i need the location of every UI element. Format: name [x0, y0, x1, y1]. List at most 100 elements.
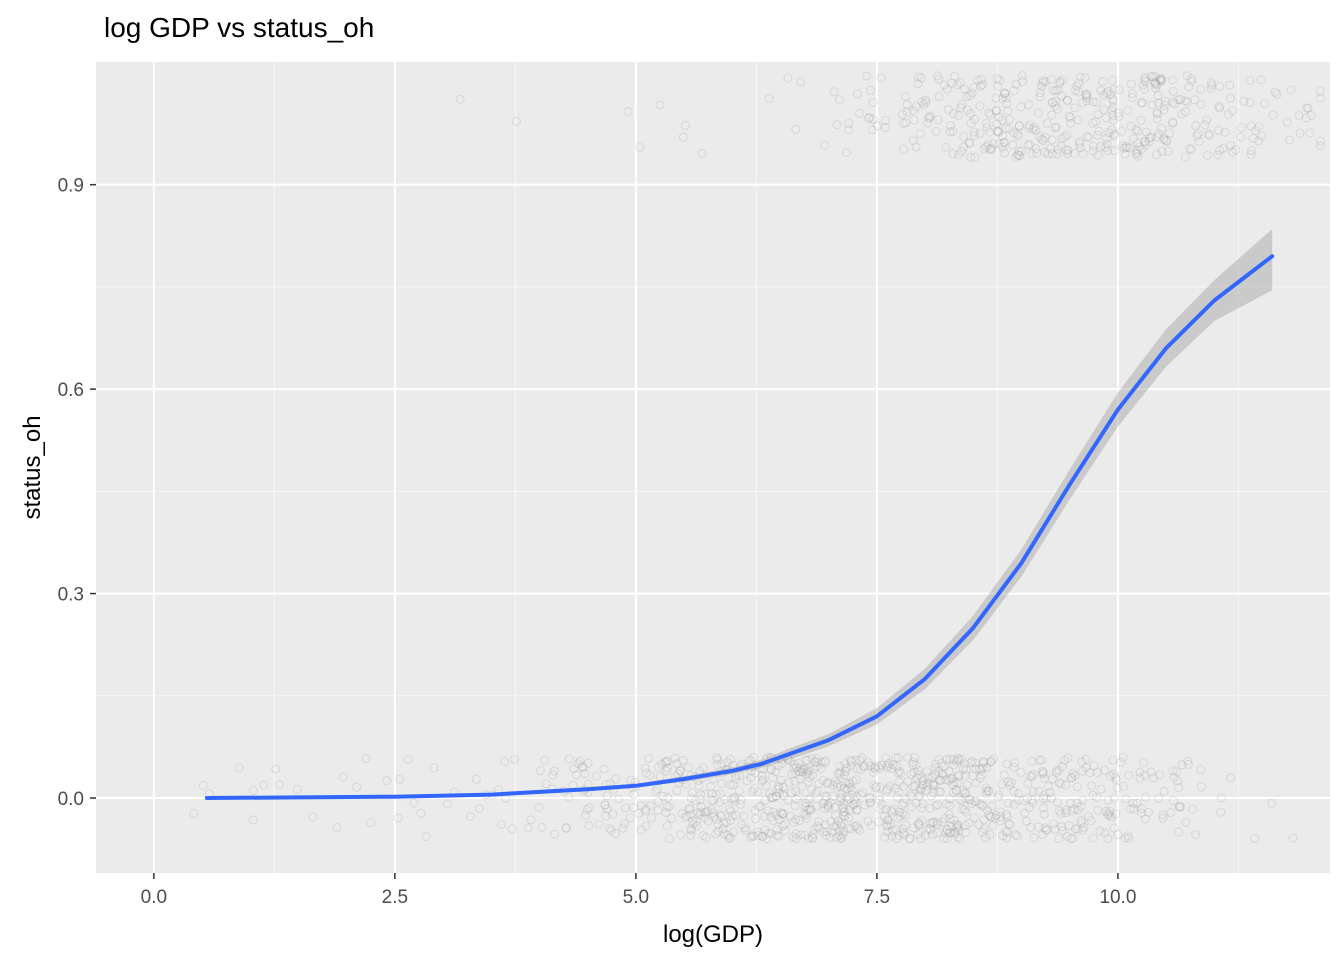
data-point	[1092, 768, 1102, 778]
data-point	[1141, 76, 1151, 86]
data-point	[1096, 85, 1106, 95]
data-point	[875, 782, 885, 792]
data-point	[911, 798, 921, 808]
data-point	[1062, 95, 1072, 105]
data-point	[997, 115, 1007, 125]
data-point	[913, 829, 923, 839]
data-point	[971, 778, 981, 788]
data-point	[899, 144, 909, 154]
data-point	[730, 792, 740, 802]
data-point	[602, 791, 612, 801]
data-point	[956, 754, 966, 764]
data-point	[1050, 123, 1060, 133]
data-point	[859, 761, 869, 771]
data-point	[962, 780, 972, 790]
data-point	[1245, 98, 1255, 108]
data-point	[1093, 109, 1103, 119]
data-point	[859, 762, 869, 772]
data-point	[995, 807, 1005, 817]
data-point	[1159, 786, 1169, 796]
data-point	[692, 821, 702, 831]
data-point	[683, 762, 693, 772]
data-point	[984, 810, 994, 820]
data-point	[1202, 150, 1212, 160]
data-point	[1088, 833, 1098, 843]
data-point	[1153, 132, 1163, 142]
data-point	[709, 795, 719, 805]
data-point	[937, 817, 947, 827]
data-point	[790, 776, 800, 786]
data-point	[1196, 99, 1206, 109]
data-point	[970, 758, 980, 768]
y-tick-label: 0.6	[58, 380, 84, 401]
data-point	[1093, 805, 1103, 815]
data-point	[600, 800, 610, 810]
data-point	[1218, 143, 1228, 153]
data-point	[1002, 828, 1012, 838]
data-point	[931, 801, 941, 811]
data-point	[1256, 75, 1266, 85]
data-point	[943, 105, 953, 115]
data-point	[803, 795, 813, 805]
data-point	[1146, 767, 1156, 777]
data-point	[730, 796, 740, 806]
y-axis-title: status_oh	[19, 415, 46, 519]
data-point	[1155, 770, 1165, 780]
data-point	[1040, 147, 1050, 157]
data-point	[1107, 105, 1117, 115]
data-point	[429, 763, 439, 773]
data-point	[292, 784, 302, 794]
data-point	[772, 825, 782, 835]
data-point	[832, 779, 842, 789]
data-point	[944, 775, 954, 785]
data-point	[818, 775, 828, 785]
data-point	[958, 764, 968, 774]
data-point	[805, 805, 815, 815]
data-point	[763, 806, 773, 816]
data-point	[1257, 131, 1267, 141]
data-point	[1088, 790, 1098, 800]
data-point	[814, 779, 824, 789]
data-point	[783, 795, 793, 805]
data-point	[700, 807, 710, 817]
data-point	[969, 131, 979, 141]
data-point	[636, 800, 646, 810]
data-point	[718, 824, 728, 834]
data-point	[954, 770, 964, 780]
data-point	[957, 795, 967, 805]
data-point	[1001, 93, 1011, 103]
data-point	[794, 816, 804, 826]
data-point	[678, 755, 688, 765]
data-point	[960, 788, 970, 798]
data-point	[1069, 804, 1079, 814]
data-point	[535, 766, 545, 776]
data-point	[970, 114, 980, 124]
data-point	[831, 833, 841, 843]
data-point	[911, 760, 921, 770]
data-point	[809, 824, 819, 834]
data-point	[959, 142, 969, 152]
data-point	[1050, 101, 1060, 111]
data-point	[999, 89, 1009, 99]
data-point	[1013, 150, 1023, 160]
data-point	[898, 828, 908, 838]
data-point	[753, 787, 763, 797]
data-point	[945, 794, 955, 804]
data-point	[887, 807, 897, 817]
data-point	[820, 820, 830, 830]
data-point	[465, 811, 475, 821]
data-point	[934, 74, 944, 84]
data-point	[712, 815, 722, 825]
data-point	[1192, 131, 1202, 141]
data-point	[1184, 82, 1194, 92]
data-point	[1093, 150, 1103, 160]
data-point	[744, 756, 754, 766]
data-point	[971, 796, 981, 806]
data-point	[906, 769, 916, 779]
data-point	[961, 807, 971, 817]
data-point	[1120, 833, 1130, 843]
data-point	[788, 832, 798, 842]
data-point	[842, 784, 852, 794]
data-point	[868, 767, 878, 777]
data-point	[1140, 137, 1150, 147]
